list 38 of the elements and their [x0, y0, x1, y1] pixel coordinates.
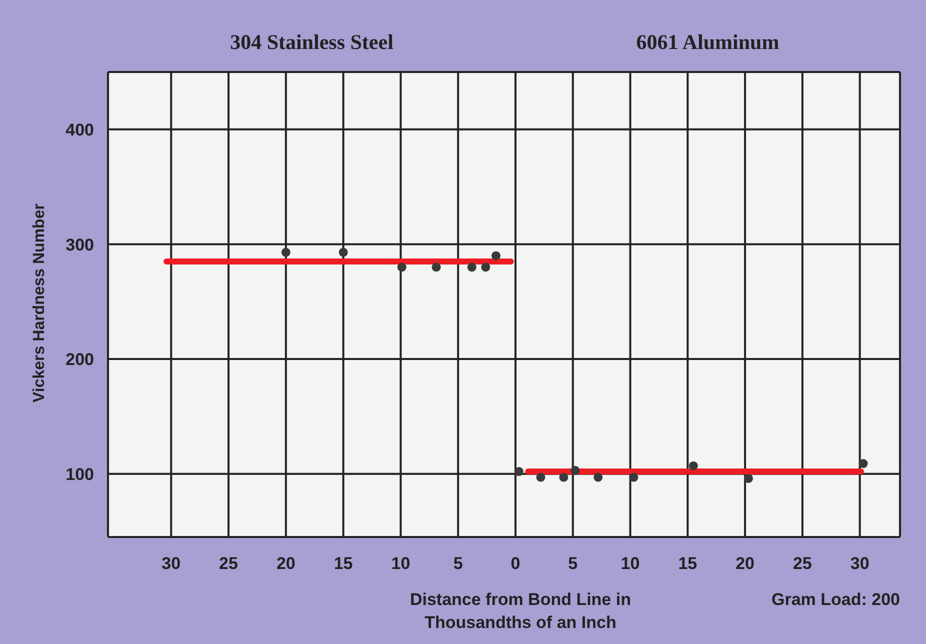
x-tick-label: 5	[568, 554, 578, 574]
x-tick-label: 10	[391, 554, 410, 574]
point	[481, 262, 490, 272]
x-tick-label: 25	[219, 554, 238, 574]
point	[491, 251, 500, 260]
text: 304 Stainless Steel	[229, 30, 394, 55]
x-tick-label: 20	[736, 554, 755, 574]
point	[570, 466, 580, 475]
x-tick-label: 0	[510, 554, 520, 574]
text: 6061 Aluminum	[635, 30, 780, 55]
point	[514, 467, 524, 476]
point	[432, 262, 441, 272]
x-tick-label: 30	[850, 554, 870, 574]
point	[559, 472, 568, 482]
y-tick-label: 400	[66, 120, 94, 140]
y-axis-title: Vickers Hardness Number	[31, 202, 49, 404]
x-tick-label: 25	[792, 554, 812, 574]
point	[744, 474, 753, 483]
y-tick-label: 200	[66, 350, 94, 370]
x-tick-label: 20	[276, 554, 296, 574]
point	[858, 459, 868, 468]
x-tick-label: 15	[678, 554, 698, 574]
y-tick-label: 100	[66, 464, 94, 484]
point	[688, 461, 698, 470]
point	[536, 472, 546, 482]
text: Gram Load: 200	[770, 590, 900, 610]
x-axis-title: Distance from Bond Line in Thousandths of an Inch	[408, 589, 632, 634]
y-tick-label: 300	[66, 235, 94, 254]
point	[397, 262, 406, 272]
x-tick-label: 5	[453, 554, 463, 574]
x-tick-label: 30	[162, 554, 181, 574]
point	[629, 472, 638, 482]
point	[467, 262, 476, 272]
x-tick-label: 15	[334, 554, 353, 574]
x-tick-label: 10	[620, 554, 640, 574]
point	[281, 248, 290, 257]
point	[594, 472, 603, 482]
point	[338, 248, 348, 257]
